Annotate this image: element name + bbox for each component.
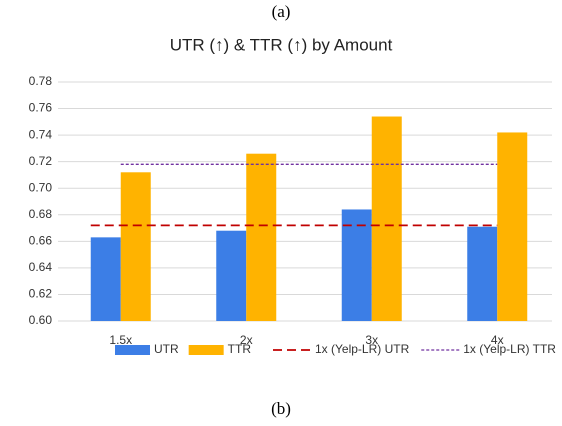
- y-tick-label: 0.66: [29, 234, 53, 248]
- caption-top: (a): [272, 2, 291, 21]
- legend-label: TTR: [228, 342, 252, 356]
- y-tick-label: 0.64: [29, 260, 53, 274]
- legend-swatch: [115, 345, 150, 355]
- y-tick-label: 0.74: [29, 127, 53, 141]
- y-tick-label: 0.78: [29, 74, 53, 88]
- x-tick-label: 3x: [365, 333, 378, 347]
- bar: [216, 230, 247, 321]
- chart-title: UTR (↑) & TTR (↑) by Amount: [170, 35, 393, 54]
- x-tick-label: 4x: [491, 333, 504, 347]
- x-tick-label: 1.5x: [109, 333, 132, 347]
- bar: [467, 226, 498, 321]
- legend-label: 1x (Yelp-LR) UTR: [315, 342, 410, 356]
- y-tick-label: 0.60: [29, 313, 53, 327]
- bar: [341, 209, 372, 321]
- bar: [371, 116, 402, 322]
- bar: [90, 237, 121, 321]
- y-tick-label: 0.72: [29, 154, 53, 168]
- y-tick-label: 0.62: [29, 287, 53, 301]
- legend-label: 1x (Yelp-LR) TTR: [463, 342, 556, 356]
- legend-swatch: [188, 345, 224, 355]
- legend-label: UTR: [154, 342, 179, 356]
- caption-bottom: (b): [271, 399, 291, 418]
- x-tick-label: 2x: [240, 333, 253, 347]
- y-tick-label: 0.70: [29, 180, 53, 194]
- y-tick-label: 0.76: [29, 101, 53, 115]
- bar: [497, 132, 528, 321]
- bar: [246, 153, 277, 321]
- bar: [120, 172, 151, 321]
- y-tick-label: 0.68: [29, 207, 53, 221]
